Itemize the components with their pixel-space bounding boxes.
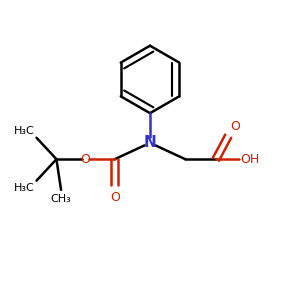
Text: H₃C: H₃C (14, 126, 35, 136)
Text: H₃C: H₃C (14, 182, 35, 193)
Text: OH: OH (241, 153, 260, 166)
Text: CH₃: CH₃ (51, 194, 71, 205)
Text: O: O (110, 191, 120, 204)
Text: N: N (144, 135, 156, 150)
Text: O: O (81, 153, 91, 166)
Text: O: O (231, 120, 241, 133)
